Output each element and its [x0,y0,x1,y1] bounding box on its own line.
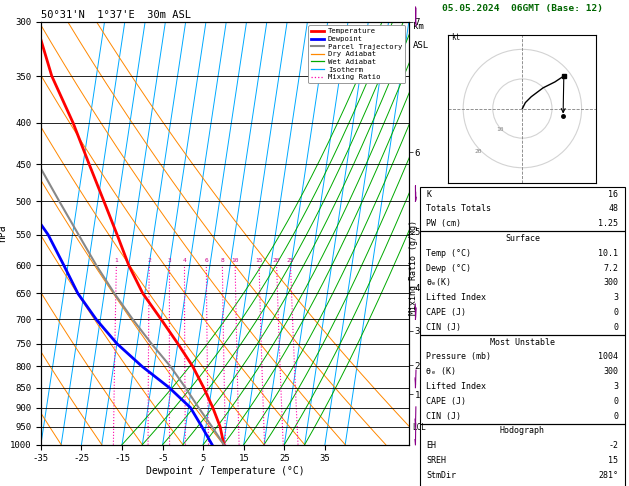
Bar [420,231,625,335]
Text: Totals Totals: Totals Totals [426,205,491,213]
Legend: Temperature, Dewpoint, Parcel Trajectory, Dry Adiabat, Wet Adiabat, Isotherm, Mi: Temperature, Dewpoint, Parcel Trajectory… [308,25,405,83]
Text: 05.05.2024  06GMT (Base: 12): 05.05.2024 06GMT (Base: 12) [442,4,603,14]
Text: 10: 10 [231,258,239,263]
Text: 0: 0 [613,412,618,421]
Text: Dewp (°C): Dewp (°C) [426,264,471,273]
Text: 0: 0 [613,308,618,317]
Text: 1.25: 1.25 [598,219,618,228]
Text: -2: -2 [608,441,618,450]
Text: kt: kt [452,34,460,42]
Text: Temp (°C): Temp (°C) [426,249,471,258]
Text: PW (cm): PW (cm) [426,219,461,228]
Text: Lifted Index: Lifted Index [426,293,486,302]
Bar [420,187,625,231]
Text: θₑ(K): θₑ(K) [426,278,451,287]
Text: CAPE (J): CAPE (J) [426,397,466,406]
Text: 50°31'N  1°37'E  30m ASL: 50°31'N 1°37'E 30m ASL [41,10,191,20]
Y-axis label: hPa: hPa [0,225,7,242]
Text: 1: 1 [114,258,118,263]
Text: StmDir: StmDir [426,471,456,480]
Text: 3: 3 [613,293,618,302]
Text: 3: 3 [168,258,172,263]
Text: 3: 3 [613,382,618,391]
Text: K: K [426,190,431,199]
X-axis label: Dewpoint / Temperature (°C): Dewpoint / Temperature (°C) [145,466,304,476]
Text: Lifted Index: Lifted Index [426,382,486,391]
Text: 20: 20 [474,149,482,154]
Text: 0: 0 [613,323,618,332]
Text: Hodograph: Hodograph [500,426,545,435]
Text: 1004: 1004 [598,352,618,362]
Text: 15: 15 [255,258,263,263]
Text: km: km [413,22,423,31]
Text: 0: 0 [613,397,618,406]
Text: 300: 300 [603,367,618,376]
Text: θₑ (K): θₑ (K) [426,367,456,376]
Text: Most Unstable: Most Unstable [490,338,555,347]
Text: Pressure (mb): Pressure (mb) [426,352,491,362]
Text: 15: 15 [608,456,618,465]
Text: EH: EH [426,441,437,450]
Text: 4: 4 [182,258,186,263]
Text: 2: 2 [147,258,151,263]
Bar [420,424,625,486]
Bar [420,335,625,423]
Text: CAPE (J): CAPE (J) [426,308,466,317]
Text: 20: 20 [273,258,281,263]
Text: Surface: Surface [505,234,540,243]
Text: LCL: LCL [413,423,426,432]
Text: 25: 25 [287,258,294,263]
Text: 281°: 281° [598,471,618,480]
Text: ASL: ASL [413,41,428,50]
Text: 48: 48 [608,205,618,213]
Text: 300: 300 [603,278,618,287]
Text: 8: 8 [221,258,225,263]
Text: 16: 16 [608,190,618,199]
Text: CIN (J): CIN (J) [426,323,461,332]
Text: 6: 6 [204,258,208,263]
Text: 10.1: 10.1 [598,249,618,258]
Text: Mixing Ratio (g/kg): Mixing Ratio (g/kg) [409,220,418,315]
Text: 10: 10 [496,127,504,132]
Text: CIN (J): CIN (J) [426,412,461,421]
Text: SREH: SREH [426,456,447,465]
Text: 7.2: 7.2 [603,264,618,273]
